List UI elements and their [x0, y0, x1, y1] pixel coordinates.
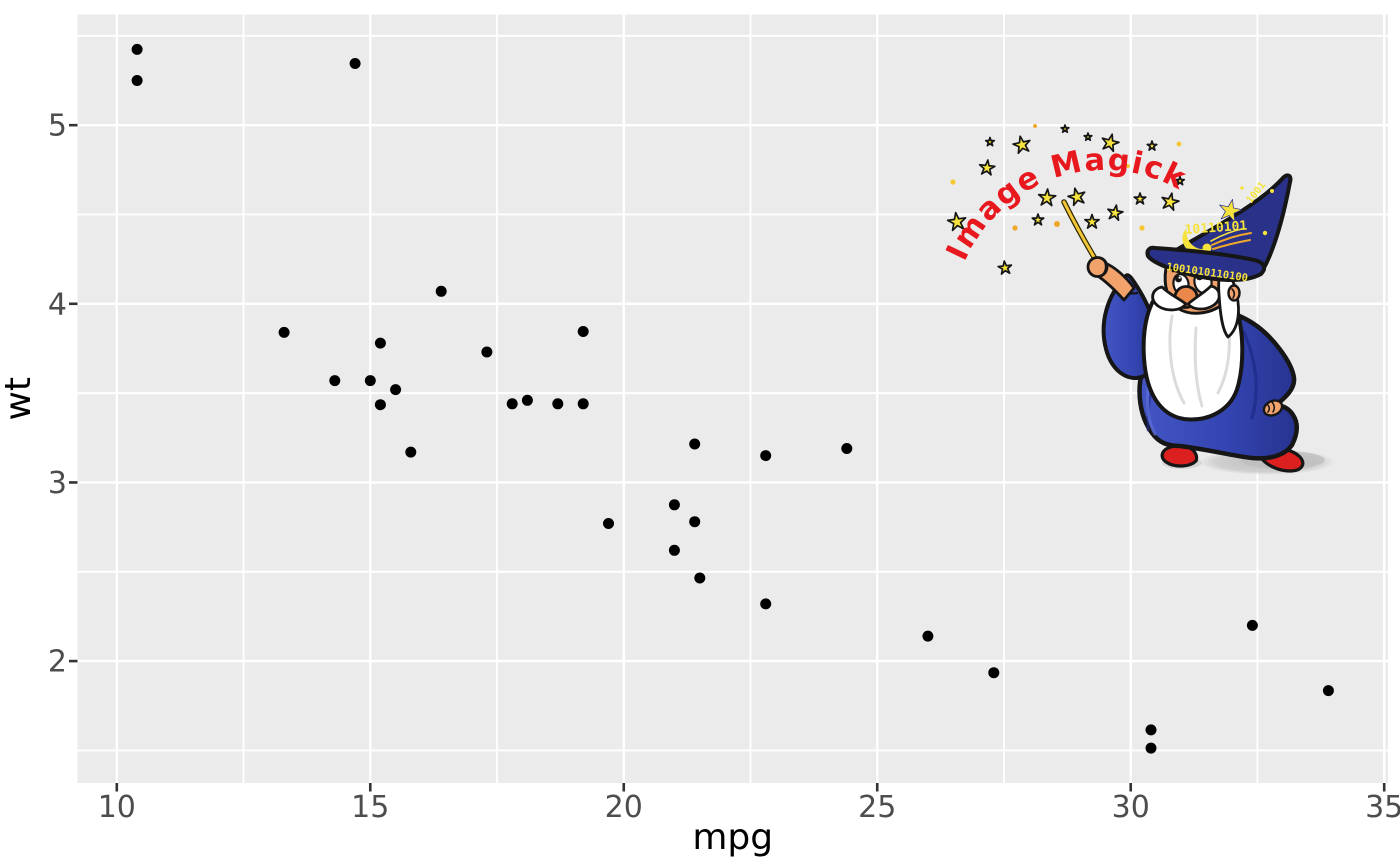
- data-point: [689, 516, 701, 528]
- x-tick-label: 20: [605, 790, 643, 825]
- magic-star-icon: [997, 260, 1013, 275]
- data-point: [390, 384, 402, 396]
- data-point: [668, 499, 680, 511]
- wizard-hat-brim: [1145, 245, 1267, 283]
- mustache-left: [1151, 285, 1188, 312]
- data-point: [374, 337, 386, 349]
- hat-moon-icon: [1182, 228, 1206, 253]
- magic-sparks: [950, 124, 1182, 231]
- y-axis-tick-labels: 2 3 4 5: [48, 109, 67, 680]
- data-point: [349, 58, 361, 69]
- magic-star-icon: [1067, 187, 1086, 207]
- magic-star-icon: [1101, 133, 1120, 153]
- data-point: [841, 443, 853, 454]
- data-point: [521, 394, 533, 406]
- wizard-fist: [1086, 256, 1109, 278]
- data-point: [1246, 619, 1258, 631]
- x-tick-label: 10: [98, 790, 136, 825]
- data-point: [481, 346, 493, 358]
- hip-hand-fingers: [1266, 401, 1276, 413]
- magic-star-icon: [984, 136, 996, 147]
- magic-spark-dot: [1012, 225, 1018, 231]
- magic-spark-dot: [1033, 124, 1037, 128]
- data-point: [694, 572, 706, 584]
- magic-star-icon: [1012, 135, 1031, 155]
- data-point: [1145, 742, 1157, 754]
- data-point: [552, 398, 564, 410]
- x-tick-label: 15: [351, 790, 389, 825]
- y-tick-label: 2: [48, 645, 67, 680]
- data-point: [577, 326, 589, 337]
- x-tick-label: 25: [858, 790, 896, 825]
- hat-star-icon: [1219, 198, 1243, 223]
- data-point: [689, 438, 701, 450]
- magic-star-icon: [1161, 192, 1180, 212]
- hat-dot: [1270, 189, 1274, 193]
- ear-inner-line: [1231, 288, 1236, 299]
- data-point: [131, 43, 143, 55]
- magic-star-icon: [1084, 213, 1100, 229]
- robe-fold: [1242, 330, 1258, 420]
- data-point: [988, 667, 1000, 679]
- magic-star-icon: [1133, 192, 1147, 205]
- magic-stars: [946, 124, 1186, 275]
- hat-dot: [1240, 186, 1244, 190]
- magic-wand: [1062, 200, 1099, 264]
- data-point: [435, 285, 447, 297]
- data-point: [1145, 724, 1157, 736]
- y-tick-label: 5: [48, 109, 67, 144]
- magic-star-icon: [1146, 140, 1158, 151]
- magic-spark-dot: [1126, 164, 1130, 168]
- magic-star-icon: [1083, 132, 1093, 142]
- x-axis-tick-labels: 10 15 20 25 30 35: [98, 790, 1400, 825]
- pupil-left: [1175, 275, 1182, 283]
- fist-grip-line: [1102, 258, 1107, 274]
- scatter-points: [131, 43, 1334, 754]
- y-axis-title: wt: [0, 377, 39, 421]
- hat-dot: [1262, 230, 1268, 236]
- x-axis-title: mpg: [692, 817, 773, 858]
- y-tick-label: 3: [48, 466, 67, 501]
- magic-spark-dot: [1054, 221, 1060, 227]
- data-point: [405, 446, 417, 458]
- data-point: [506, 398, 518, 410]
- data-point: [329, 375, 341, 387]
- comet-streaks: [1211, 232, 1252, 250]
- magic-spark-dot: [950, 179, 956, 185]
- grid-minor: [77, 14, 1388, 783]
- magic-spark-dot: [1176, 141, 1182, 147]
- hat-binary-mid: 10110101: [1184, 219, 1248, 238]
- magic-star-icon: [1031, 213, 1045, 226]
- data-point: [603, 518, 614, 529]
- data-point: [577, 398, 589, 410]
- magic-star-icon: [1060, 124, 1070, 134]
- data-point: [131, 75, 143, 86]
- comet-streaks: [1210, 228, 1243, 242]
- data-point: [374, 399, 386, 411]
- hat-comet-icon: [1202, 243, 1212, 253]
- magic-star-icon: [978, 159, 996, 176]
- magic-star-icon: [1174, 175, 1186, 186]
- data-point: [1322, 685, 1334, 697]
- x-axis-ticks: [115, 783, 1386, 792]
- x-tick-label: 30: [1112, 790, 1150, 825]
- imagemagick-wizard-logo: 1001 10110101 1001010110100 Image Magick: [940, 124, 1335, 475]
- magic-star-icon: [1107, 204, 1124, 222]
- data-point: [922, 630, 934, 642]
- data-point: [760, 450, 772, 462]
- x-tick-label: 35: [1365, 790, 1400, 825]
- magic-spark-dot: [1139, 225, 1145, 231]
- data-point: [760, 598, 772, 610]
- data-point: [364, 375, 376, 387]
- data-point: [278, 326, 290, 338]
- eye-glint: [1178, 276, 1181, 279]
- data-point: [668, 544, 680, 556]
- magic-star-icon: [946, 211, 967, 232]
- y-axis-ticks: [69, 123, 78, 663]
- magic-star-icon: [1037, 188, 1057, 207]
- y-tick-label: 4: [48, 287, 67, 322]
